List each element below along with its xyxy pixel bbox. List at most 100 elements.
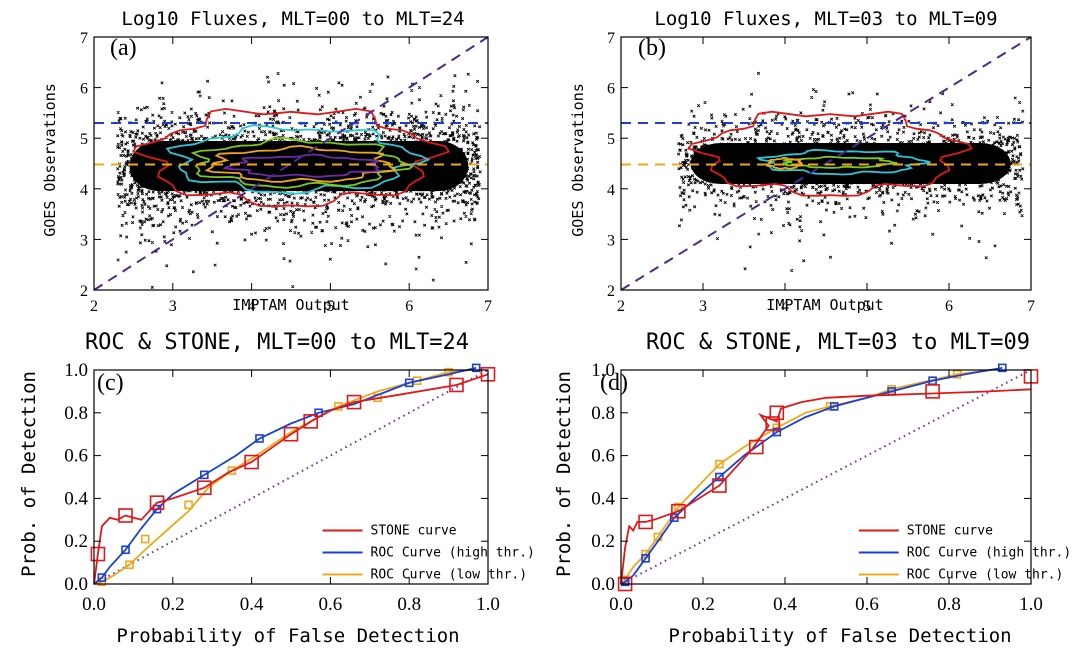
panel-c-marker [140,534,150,544]
panel-b-ylabel: GOES Observations [569,83,587,237]
panel-a-title: Log10 Fluxes, MLT=00 to MLT=24 [121,8,464,30]
panel-c-marker [244,454,259,470]
panel-d-ytick-label: 0.2 [591,531,615,552]
panel-a-xlabel: IMPTAM Output [232,296,349,314]
panel-a-ytick-label: 5 [80,131,88,148]
panel-d-ytick-label: 0.8 [591,403,615,424]
panel-c-marker [200,470,209,480]
panel-b-contour-3 [781,155,898,169]
panel-d-frame [620,369,1032,585]
panel-c-series-2 [93,367,473,587]
panel-c-marker [346,394,362,410]
panel-d-plot-area: STONE curve ROC Curve (high thr.) ROC Curv… [591,360,1071,615]
panel-d-xtick-label: 0.4 [773,594,797,615]
panel-c-roc: ROC & STONE, MLT=00 to MLT=24 STONE curv… [18,330,535,647]
panel-b-dense-core [690,143,1011,184]
panel-b-plot-area: 2 3 4 5 6 7 2 3 4 5 6 7 [607,30,1035,315]
panel-c-xtick-label: 0.2 [161,594,185,615]
panel-d-marker [769,405,785,421]
panel-c-xtick-label: 0.8 [397,594,421,615]
panel-c-marker [121,545,130,555]
panel-a-xtick-label: 5 [326,298,334,315]
panel-a-ytick-label: 3 [80,232,88,249]
panel-c-xtick-label: 0.4 [240,594,264,615]
panel-b-ytick-label: 5 [607,131,615,148]
panel-c-marker [449,377,464,393]
panel-c-marker [197,480,212,496]
panel-b-contour-4 [766,156,804,170]
panel-a-xtick-label: 3 [169,298,177,315]
panel-d-ytick-label: 0.6 [591,446,615,467]
panel-c-marker [255,434,264,443]
panel-b-contour-2 [755,148,931,176]
panel-a-ytick-label: 4 [80,182,88,199]
panel-d-roc: ROC & STONE, MLT=03 to MLT=09 STONE curv… [553,330,1071,647]
panel-d-label: (d) [600,370,628,396]
panel-c-marker [444,367,453,377]
panel-d-marker [829,402,839,411]
panel-d-xlabel: Probability of False Detection [668,625,1011,647]
panel-d-marker [925,384,940,399]
panel-a-xtick-label: 7 [484,298,492,315]
panel-c-xlabel: Probability of False Detection [116,625,459,647]
panel-c-ytick-label: 0.8 [64,403,88,424]
panel-a-xtick-label: 2 [90,298,98,315]
panel-b-ytick-label: 4 [607,182,615,199]
panel-b-xtick-label: 7 [1027,298,1035,315]
panel-c-title: ROC & STONE, MLT=00 to MLT=24 [85,330,469,355]
panel-c-marker [471,363,481,373]
panel-b-scatter: Log10 Fluxes, MLT=03 to MLT=09 2 3 4 5 6 7 2 3 4… [569,8,1035,315]
panel-b-title: Log10 Fluxes, MLT=03 to MLT=09 [654,8,997,30]
panel-a-ylabel: GOES Observations [41,83,59,237]
panel-a-xtick-label: 4 [248,298,256,315]
panel-d-title: ROC & STONE, MLT=03 to MLT=09 [646,330,1030,355]
panel-b-xlabel: IMPTAM Output [766,296,883,314]
panel-d-xtick-label: 0.2 [691,594,715,615]
panel-a-scatter: Log10 Fluxes, MLT=00 to MLT=24 2 3 4 5 6 7 2 3 4… [41,8,492,315]
panel-d-series-0 [617,369,1039,592]
panel-b-ytick-label: 6 [607,81,615,98]
panel-c-series-1 [93,363,481,585]
panel-b-ytick-label: 2 [607,283,615,300]
panel-a-ytick-label: 6 [80,81,88,98]
panel-d-marker [638,514,653,530]
panel-a-contour-3 [190,137,415,189]
panel-c-marker [404,378,414,388]
panel-c-ytick-label: 0.4 [64,488,88,509]
panel-b-xtick-label: 6 [945,298,953,315]
panel-c-xtick-label: 1.0 [476,594,500,615]
panel-d-chance-diagonal [620,369,1032,585]
panel-d-series-line-1 [620,367,1003,585]
panel-a-label: (a) [110,35,137,61]
panel-d-marker [952,369,962,379]
panel-d-xtick-label: 0.0 [609,594,633,615]
panel-d-marker [712,478,727,493]
panel-b-diagonal-line [621,37,1031,290]
panel-d-legend-label-1: ROC Curve (high thr.) [907,546,1071,561]
panel-c-frame [93,369,489,585]
panel-d-marker [748,439,764,455]
panel-b-xtick-label: 4 [781,298,789,315]
panel-b-ytick-label: 7 [607,30,615,47]
panel-a-frame [93,36,489,291]
panel-d-ytick-label: 1.0 [591,360,615,381]
panel-c-legend-label-1: ROC Curve (high thr.) [371,546,535,561]
panel-c-ytick-label: 0.6 [64,446,88,467]
panel-c-marker [149,495,165,510]
panel-b-ytick-label: 3 [607,232,615,249]
panel-b-contour-1 [687,110,973,197]
panel-d-legend-label-2: ROC Curve (low thr.) [907,568,1064,583]
panel-c-series-line-0 [93,373,489,585]
panel-c-marker [227,466,237,475]
panel-c-ytick-label: 0.0 [64,574,88,595]
panel-c-label: (c) [97,370,124,396]
panel-b-xtick-label: 5 [863,298,871,315]
panel-d-xtick-label: 1.0 [1019,594,1043,615]
panel-c-xtick-label: 0.6 [319,594,343,615]
panel-c-marker [118,508,133,523]
panel-d-xtick-label: 0.8 [937,594,961,615]
panel-d-ytick-label: 0.0 [591,574,615,595]
panel-c-xtick-label: 0.0 [82,594,106,615]
panel-c-ylabel: Prob. of Detection [18,371,40,577]
panel-d-marker [715,472,724,482]
